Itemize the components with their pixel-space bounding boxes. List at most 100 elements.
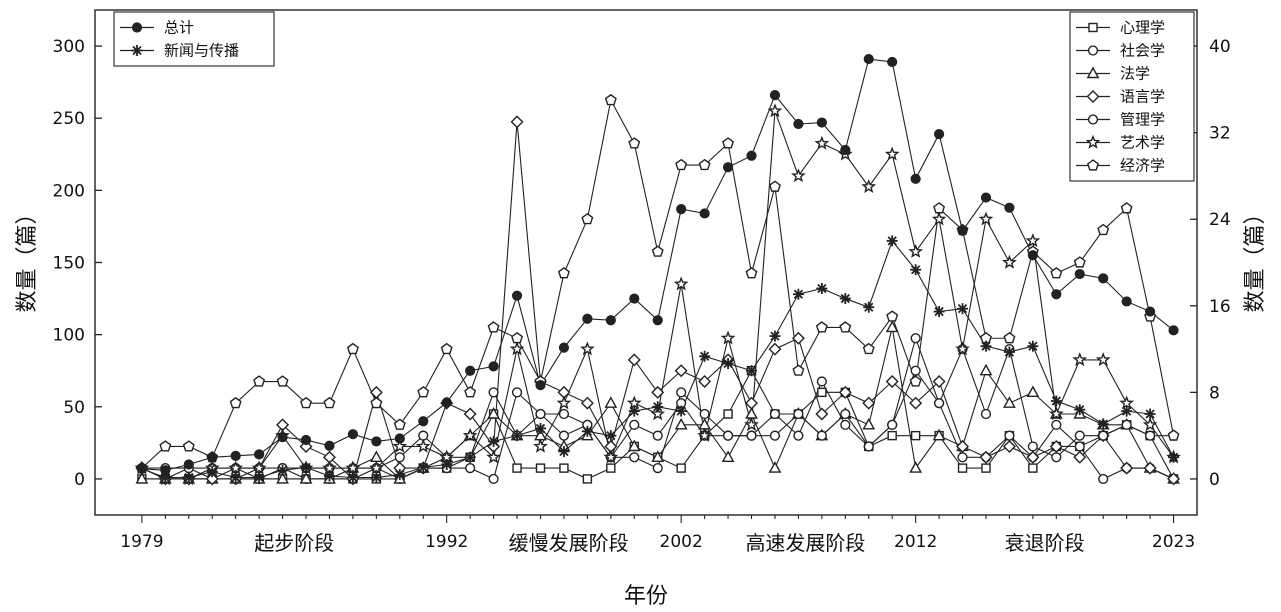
right-series-point-0-2008 (817, 387, 827, 398)
left-series-point-1-1995 (511, 430, 523, 442)
right-series-point-5-2013 (931, 211, 947, 226)
left-series-point-0-2000 (629, 293, 640, 304)
right-series-point-5-2001 (650, 406, 666, 421)
left-series-point-1-2005 (746, 365, 758, 377)
x-tick-label: 2002 (660, 532, 703, 552)
plot-frame (94, 9, 1198, 516)
right-series-point-5-2015 (978, 211, 994, 226)
right-series-point-6-2021 (1120, 202, 1133, 214)
legend-right-entry: 法学 (1120, 65, 1150, 83)
right-series-point-1-2012 (910, 333, 921, 344)
right-series-point-6-2019 (1073, 256, 1086, 268)
left-series-point-0-2023 (1168, 325, 1179, 336)
left-series-point-0-1994 (488, 361, 499, 372)
right-series-point-4-2020 (1098, 430, 1109, 441)
right-series-point-4-2004 (722, 430, 734, 441)
right-series-point-4-2001 (652, 430, 663, 441)
left-series-point-0-2012 (910, 173, 921, 184)
right-series-point-4-2018 (1051, 452, 1062, 463)
left-series-point-0-1985 (277, 431, 288, 443)
x-tick-label: 1992 (425, 532, 468, 552)
left-series-point-0-2022 (1145, 306, 1156, 317)
right-series-point-5-2014 (955, 341, 970, 356)
right-series-point-1-2000 (629, 452, 640, 463)
stage-label-3: 高速发展阶段 (745, 531, 865, 555)
right-series-point-5-2020 (1095, 352, 1111, 367)
right-series-point-4-2011 (887, 419, 898, 430)
right-series-point-5-2017 (1025, 233, 1041, 248)
left-series-point-1-2006 (769, 330, 781, 342)
left-series-point-0-2003 (699, 208, 710, 219)
left-series-point-1-2011 (886, 235, 898, 247)
left-series-point-1-1998 (581, 425, 593, 437)
left-series-point-0-2011 (887, 56, 898, 68)
right-series-point-3-2007 (791, 331, 805, 345)
right-series-point-1-2016 (1004, 430, 1015, 441)
right-series-point-6-1997 (557, 267, 570, 279)
right-series-point-0-2015 (981, 463, 991, 473)
right-series-point-3-2021 (1120, 461, 1134, 475)
y-right-tick-label: 16 (1209, 297, 1231, 317)
stage-label-2: 缓慢发展阶段 (509, 531, 629, 555)
left-series-point-1-1983 (230, 471, 242, 483)
right-series-point-4-2009 (840, 408, 851, 420)
right-series-point-5-2012 (908, 243, 923, 258)
right-series-point-5-2004 (720, 330, 736, 345)
right-series-point-3-2001 (651, 385, 665, 399)
right-series-point-5-2002 (673, 276, 689, 291)
legend-right-swatch-marker (1087, 114, 1099, 125)
right-series-point-4-2019 (1074, 430, 1085, 441)
left-series-point-1-1988 (347, 471, 359, 483)
right-series-point-0-2017 (1028, 463, 1038, 473)
right-series-point-0-1999 (606, 463, 616, 473)
left-series-point-1-1996 (534, 422, 546, 434)
left-series-point-1-2003 (699, 350, 711, 362)
right-series-point-6-1988 (346, 342, 359, 355)
left-series-point-0-1989 (371, 436, 382, 447)
right-series-point-4-2007 (793, 408, 804, 420)
right-series-point-5-1998 (580, 341, 595, 356)
right-series-point-5-2011 (884, 146, 900, 161)
right-series-point-0-1997 (559, 463, 569, 473)
legend-right-swatch-marker (1087, 45, 1099, 56)
right-series-point-6-2006 (768, 180, 781, 192)
right-series-point-5-2022 (1142, 417, 1158, 432)
right-series-point-2-2001 (651, 450, 665, 462)
right-series-point-3-2010 (862, 396, 876, 410)
right-series-point-5-2007 (791, 168, 806, 183)
legend-right-entry: 经济学 (1120, 157, 1165, 175)
right-series-point-3-2009 (838, 385, 852, 399)
left-series-point-0-2017 (1027, 250, 1038, 261)
legend-right-entry: 艺术学 (1120, 134, 1165, 152)
right-series-point-4-2008 (816, 430, 827, 441)
left-series-point-1-2016 (1003, 346, 1015, 358)
left-series-point-0-1984 (254, 449, 265, 460)
y-left-tick-label: 300 (53, 37, 85, 57)
right-series-point-1-1994 (488, 473, 499, 485)
left-series-point-1-1989 (370, 471, 382, 483)
left-series-point-1-2019 (1074, 404, 1086, 416)
right-series-point-3-2016 (1002, 439, 1016, 453)
legend-right-swatch-marker (1087, 159, 1099, 171)
left-series-point-0-2009 (840, 144, 851, 156)
left-series-point-1-2008 (816, 282, 828, 294)
right-series-point-6-1989 (370, 396, 383, 409)
left-series-point-1-1981 (183, 471, 195, 483)
right-series-point-1-2002 (676, 387, 687, 398)
left-series-point-1-2010 (863, 301, 875, 313)
right-series-point-6-1980 (159, 440, 172, 452)
right-series-point-5-2018 (1048, 406, 1064, 421)
right-series-point-4-2017 (1027, 441, 1038, 452)
right-series-point-2-1979 (135, 471, 149, 484)
right-series-point-6-1990 (393, 418, 406, 430)
y-left-tick-label: 100 (53, 326, 85, 346)
right-series-point-1-2008 (816, 376, 827, 387)
right-series-point-3-2000 (627, 353, 641, 367)
right-series-point-6-2016 (1003, 331, 1016, 344)
y-right-tick-label: 0 (1209, 470, 1220, 490)
left-series-point-1-1987 (323, 470, 335, 482)
y-left-tick-label: 150 (53, 254, 85, 274)
left-series-line-1 (141, 239, 1175, 479)
right-series-point-4-2000 (629, 419, 640, 430)
left-series-point-0-1988 (347, 429, 359, 440)
